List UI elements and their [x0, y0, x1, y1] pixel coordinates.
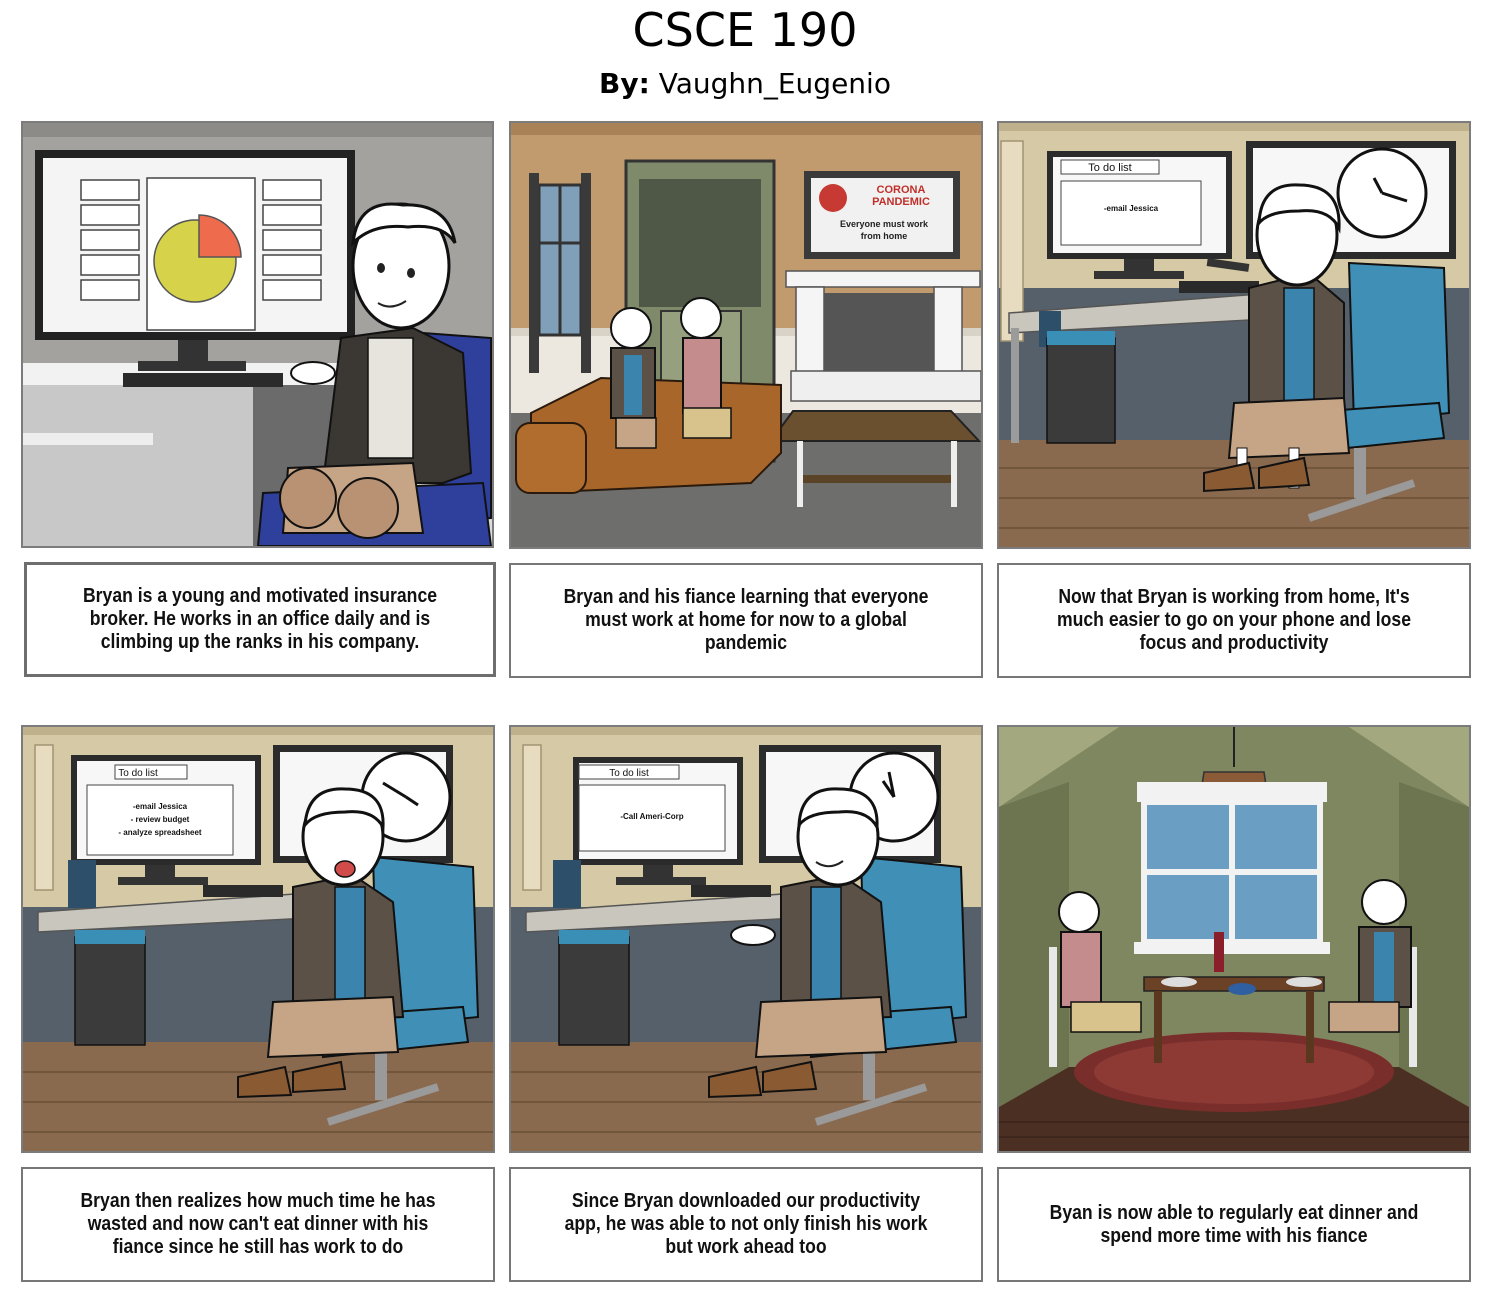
todo-title: To do list — [1088, 162, 1131, 174]
panel-2-image: CORONA PANDEMIC Everyone must work from … — [509, 121, 983, 549]
tv-text-line3: Everyone must work — [840, 219, 929, 229]
productive-office-scene: To do list -Call Ameri-Corp — [511, 727, 981, 1151]
living-room-scene: CORONA PANDEMIC Everyone must work from … — [511, 123, 981, 547]
panel-5-image: To do list -Call Ameri-Corp — [509, 725, 983, 1153]
tv-headline-line1: CORONA — [877, 184, 926, 196]
todo-item: - analyze spreadsheet — [118, 828, 201, 837]
panel-6-image — [997, 725, 1471, 1153]
panel-5-caption: Since Bryan downloaded our productivity … — [509, 1167, 983, 1282]
todo-item: -email Jessica — [133, 802, 188, 811]
panel-3-caption: Now that Bryan is working from home, It'… — [997, 563, 1471, 678]
by-label: By: — [599, 67, 650, 100]
panel-1-caption: Bryan is a young and motivated insurance… — [24, 562, 496, 677]
panel-1-image — [21, 121, 494, 548]
panel-4-caption: Bryan then realizes how much time he has… — [21, 1167, 495, 1282]
stressed-office-scene: To do list -email Jessica - review budge… — [23, 727, 493, 1151]
office-scene — [23, 123, 492, 546]
todo-item: - review budget — [131, 815, 190, 824]
tv-headline-line2: PANDEMIC — [872, 196, 930, 208]
todo-title: To do list — [118, 768, 158, 779]
todo-item: -email Jessica — [1104, 204, 1159, 213]
author-name: Vaughn_Eugenio — [658, 67, 891, 100]
panel-4-image: To do list -email Jessica - review budge… — [21, 725, 495, 1153]
home-office-scene: To do list -email Jessica — [999, 123, 1469, 547]
page-title: CSCE 190 — [632, 3, 858, 57]
dinner-scene — [999, 727, 1469, 1151]
panel-3-image: To do list -email Jessica — [997, 121, 1471, 549]
tv-text-line4: from home — [861, 231, 908, 241]
todo-title: To do list — [609, 768, 649, 779]
todo-item: -Call Ameri-Corp — [620, 812, 683, 821]
byline: By: Vaughn_Eugenio — [0, 64, 1490, 104]
panel-6-caption: Byan is now able to regularly eat dinner… — [997, 1167, 1471, 1282]
panel-2-caption: Bryan and his fiance learning that every… — [509, 563, 983, 678]
